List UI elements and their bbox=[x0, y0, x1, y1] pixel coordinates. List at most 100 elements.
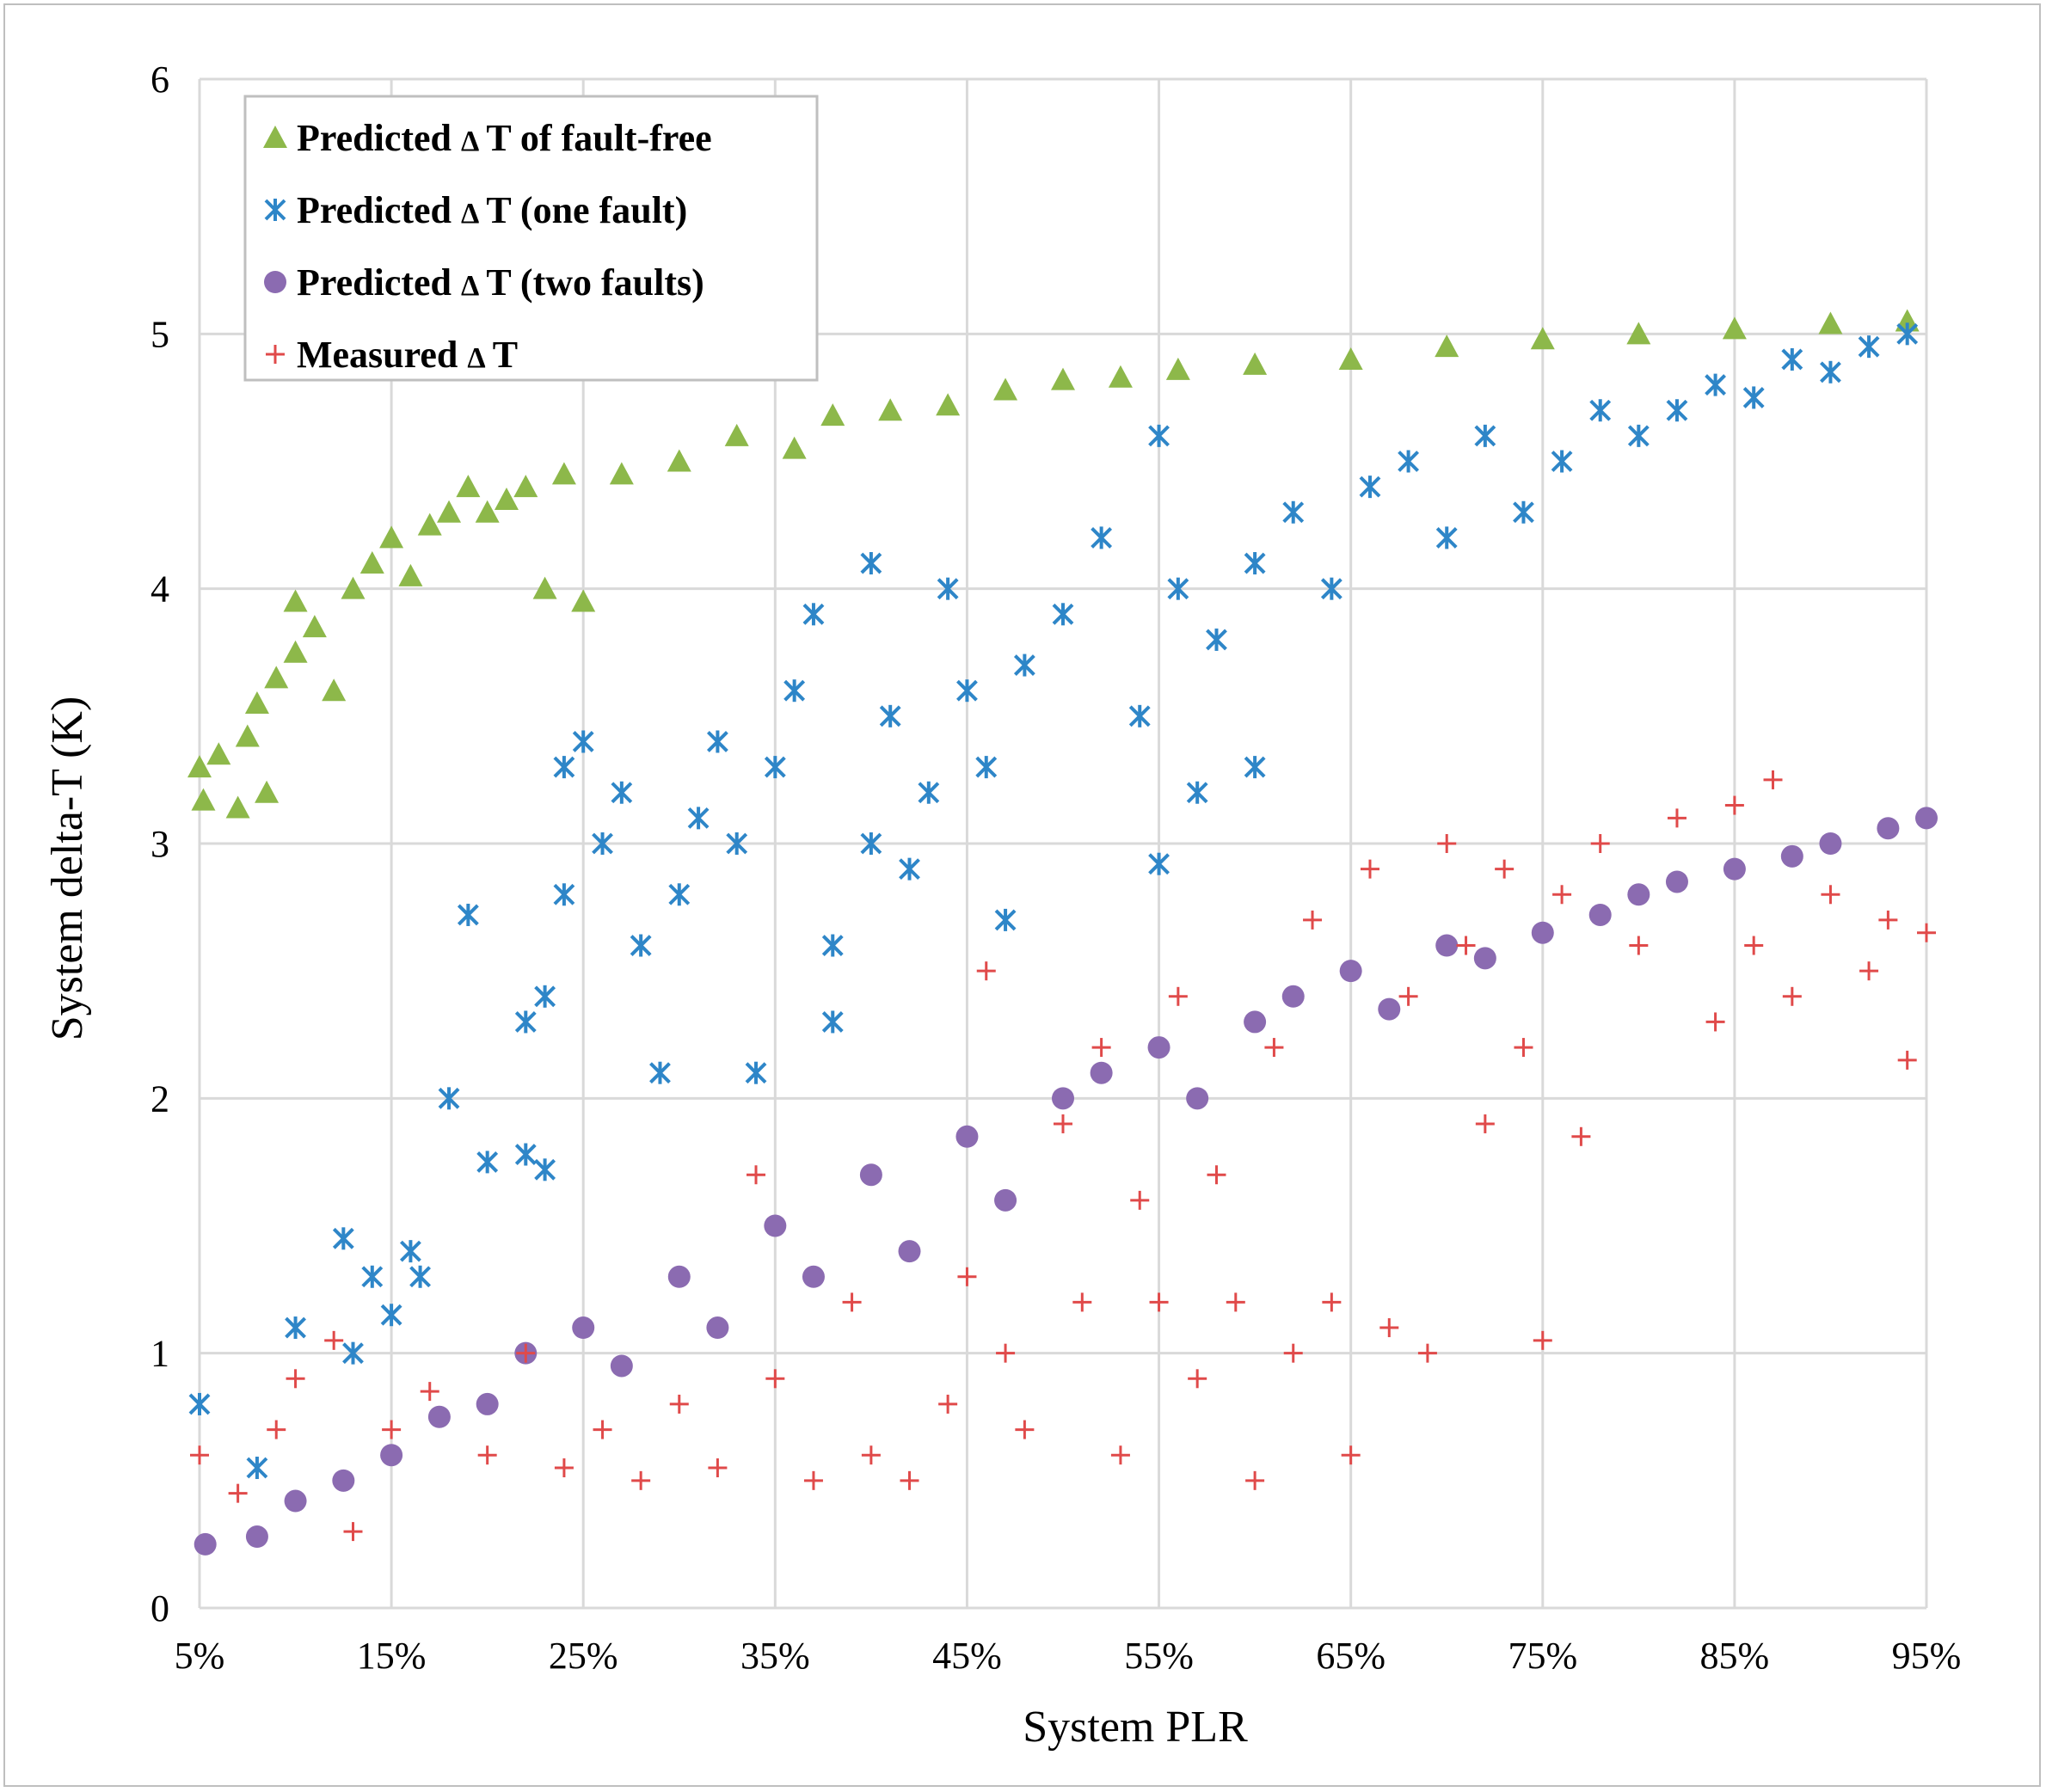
data-point bbox=[1819, 883, 1841, 905]
data-point bbox=[860, 1444, 882, 1466]
data-point bbox=[610, 779, 633, 806]
data-point bbox=[706, 1316, 729, 1340]
data-point bbox=[1090, 1061, 1113, 1084]
legend-label-prefix: Predicted bbox=[297, 117, 461, 159]
data-point bbox=[994, 1188, 1017, 1212]
data-point bbox=[188, 1444, 211, 1466]
y-tick-label: 4 bbox=[151, 568, 169, 611]
data-point bbox=[225, 795, 250, 819]
data-point bbox=[514, 1141, 538, 1168]
data-point bbox=[417, 512, 442, 536]
data-point bbox=[553, 1457, 575, 1479]
data-point bbox=[1551, 883, 1573, 905]
data-point bbox=[782, 436, 807, 459]
data-point bbox=[1052, 601, 1074, 628]
data-point bbox=[745, 1163, 767, 1186]
data-point bbox=[1819, 832, 1842, 855]
data-point bbox=[1147, 1036, 1170, 1059]
data-point bbox=[1340, 1444, 1362, 1466]
data-point bbox=[764, 754, 787, 781]
data-point bbox=[898, 856, 921, 882]
legend-label-suffix: T (one fault) bbox=[486, 189, 687, 231]
data-point bbox=[1052, 1087, 1074, 1110]
data-point bbox=[1359, 858, 1381, 881]
x-tick-label: 75% bbox=[1508, 1635, 1577, 1677]
data-point bbox=[1147, 850, 1170, 877]
data-point bbox=[1244, 550, 1267, 577]
data-point bbox=[994, 906, 1017, 933]
x-tick-label: 25% bbox=[549, 1635, 618, 1677]
data-point bbox=[1108, 365, 1133, 388]
data-points bbox=[187, 309, 1938, 1556]
data-point bbox=[245, 1455, 268, 1482]
data-point bbox=[206, 742, 231, 765]
data-point bbox=[1512, 499, 1535, 525]
data-point bbox=[994, 1342, 1017, 1365]
legend-label-suffix: T (two faults) bbox=[486, 261, 704, 304]
data-point bbox=[1493, 858, 1515, 881]
data-point bbox=[1128, 703, 1152, 729]
data-point bbox=[265, 1419, 287, 1441]
data-point bbox=[859, 1163, 882, 1187]
data-point bbox=[1147, 422, 1170, 449]
data-point bbox=[745, 1059, 768, 1086]
data-point bbox=[341, 1520, 364, 1543]
data-point bbox=[1186, 1087, 1209, 1110]
data-point bbox=[667, 449, 691, 472]
data-point bbox=[1091, 1036, 1113, 1059]
x-tick-label: 55% bbox=[1124, 1635, 1194, 1677]
data-point bbox=[533, 1157, 556, 1183]
data-point bbox=[1165, 357, 1190, 380]
data-point bbox=[841, 1291, 863, 1313]
x-tick-label: 5% bbox=[175, 1635, 225, 1677]
data-point bbox=[630, 1470, 652, 1492]
data-point bbox=[1186, 779, 1209, 806]
data-point bbox=[302, 615, 327, 638]
data-point bbox=[1819, 359, 1842, 385]
data-point bbox=[821, 932, 845, 959]
data-point bbox=[323, 1329, 345, 1352]
data-point bbox=[1780, 346, 1803, 372]
data-point bbox=[1416, 1342, 1439, 1365]
data-point bbox=[1397, 448, 1420, 475]
data-point bbox=[1705, 1010, 1727, 1033]
data-point bbox=[514, 1009, 538, 1035]
data-point bbox=[494, 487, 519, 510]
data-point bbox=[398, 563, 423, 586]
x-axis-title: System PLR bbox=[1023, 1703, 1248, 1752]
legend-label-prefix: Predicted bbox=[297, 261, 461, 304]
data-point bbox=[1915, 807, 1938, 830]
series-2 bbox=[194, 807, 1938, 1556]
data-point bbox=[1109, 1444, 1132, 1466]
data-point bbox=[1244, 1470, 1266, 1492]
data-point bbox=[764, 1367, 786, 1390]
data-point bbox=[1896, 1049, 1919, 1071]
data-point bbox=[1665, 397, 1688, 424]
data-point bbox=[1877, 817, 1900, 840]
data-point bbox=[380, 1419, 402, 1441]
y-tick-label: 3 bbox=[151, 823, 169, 865]
data-point bbox=[1877, 909, 1899, 931]
y-axis-title: System delta-T (K) bbox=[43, 697, 92, 1041]
data-point bbox=[975, 960, 998, 982]
data-point bbox=[764, 1214, 787, 1237]
data-point bbox=[668, 1393, 691, 1415]
data-point bbox=[1320, 1291, 1342, 1313]
data-point bbox=[1627, 883, 1650, 906]
y-tick-label: 2 bbox=[151, 1077, 169, 1120]
legend-label-symbol: Δ bbox=[467, 342, 485, 374]
data-point bbox=[380, 1444, 403, 1467]
data-point bbox=[1723, 857, 1746, 881]
data-point bbox=[475, 500, 500, 523]
data-point bbox=[609, 462, 634, 485]
data-point bbox=[1858, 334, 1881, 360]
legend-label-symbol: Δ bbox=[461, 270, 479, 302]
data-point bbox=[283, 640, 308, 663]
data-point bbox=[409, 1263, 432, 1290]
data-point bbox=[191, 788, 216, 811]
data-point bbox=[955, 1125, 979, 1148]
data-point bbox=[1666, 807, 1688, 829]
data-point bbox=[1818, 311, 1843, 334]
